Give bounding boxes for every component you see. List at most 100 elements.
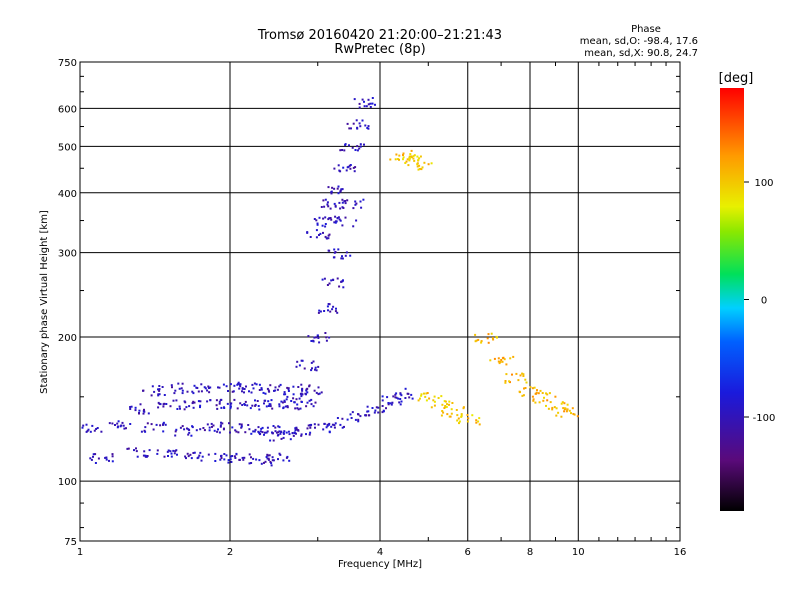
data-point xyxy=(341,417,344,420)
data-point xyxy=(164,423,167,426)
data-point xyxy=(313,336,316,339)
data-point xyxy=(446,413,449,416)
data-point xyxy=(358,122,361,125)
data-point xyxy=(313,218,316,220)
data-point xyxy=(407,392,410,395)
data-point xyxy=(359,415,362,418)
data-point xyxy=(371,97,374,99)
data-point xyxy=(334,221,337,224)
data-point xyxy=(374,103,376,106)
data-point xyxy=(339,190,342,193)
data-point xyxy=(339,219,342,222)
data-point xyxy=(381,399,384,402)
data-point xyxy=(186,452,189,455)
data-point xyxy=(170,384,173,387)
data-point xyxy=(477,420,480,423)
data-point xyxy=(361,98,364,101)
data-point xyxy=(561,401,564,404)
data-point xyxy=(134,409,137,412)
data-point xyxy=(261,426,264,429)
plot-points xyxy=(81,97,579,467)
data-point xyxy=(391,401,394,404)
data-point xyxy=(286,395,289,398)
data-point xyxy=(355,219,358,222)
data-point xyxy=(158,389,161,392)
data-point xyxy=(181,389,184,392)
data-point xyxy=(344,216,347,219)
data-point xyxy=(262,391,265,394)
data-point xyxy=(408,396,411,399)
data-point xyxy=(274,426,277,429)
data-point xyxy=(521,372,524,375)
data-point xyxy=(186,427,188,430)
data-point xyxy=(478,423,481,426)
data-point xyxy=(241,390,243,393)
data-point xyxy=(212,424,215,427)
data-point xyxy=(286,386,289,389)
data-point xyxy=(170,455,173,458)
data-point xyxy=(386,396,389,399)
data-point xyxy=(340,188,343,191)
data-point xyxy=(328,249,331,252)
data-point xyxy=(336,311,339,314)
data-point xyxy=(518,390,521,393)
data-point xyxy=(402,158,404,161)
data-point xyxy=(238,383,241,386)
data-point xyxy=(349,254,352,257)
data-point xyxy=(399,398,402,400)
data-point xyxy=(291,432,294,435)
data-point xyxy=(306,401,309,404)
data-point xyxy=(231,455,234,457)
data-point xyxy=(142,389,145,392)
data-point xyxy=(191,425,194,428)
data-point xyxy=(174,434,177,437)
data-point xyxy=(282,436,285,439)
data-point xyxy=(248,462,251,465)
data-point xyxy=(344,143,347,146)
y-tick-label: 75 xyxy=(64,537,77,548)
data-point xyxy=(236,407,239,410)
data-point xyxy=(412,155,415,158)
data-point xyxy=(156,452,159,455)
data-point xyxy=(366,410,369,413)
data-point xyxy=(535,392,538,395)
data-point xyxy=(271,456,274,459)
data-point xyxy=(477,338,480,341)
data-point xyxy=(195,429,198,432)
data-point xyxy=(398,401,401,404)
data-point xyxy=(229,431,231,434)
data-point xyxy=(538,401,541,404)
data-point xyxy=(162,430,165,433)
data-point xyxy=(144,454,147,457)
colorbar-ticks: 100 0 -100 xyxy=(744,178,775,424)
data-point xyxy=(266,457,269,460)
data-point xyxy=(337,192,340,195)
data-point xyxy=(227,459,230,462)
data-point xyxy=(279,432,282,435)
colorbar-tick-label: 0 xyxy=(761,296,767,307)
data-point xyxy=(371,407,374,409)
data-point xyxy=(327,423,330,426)
data-point xyxy=(541,392,544,394)
data-point xyxy=(319,232,322,235)
data-point xyxy=(249,407,252,410)
data-point xyxy=(327,234,330,237)
data-point xyxy=(343,425,345,428)
data-point xyxy=(327,237,330,240)
data-point xyxy=(229,405,232,408)
data-point xyxy=(344,202,347,205)
data-point xyxy=(334,215,337,218)
data-point xyxy=(197,400,200,403)
data-point xyxy=(260,388,263,391)
data-point xyxy=(295,365,298,368)
data-point xyxy=(167,449,170,452)
colorbar-label: [deg] xyxy=(719,71,754,86)
data-point xyxy=(346,199,349,202)
data-point xyxy=(314,368,316,371)
data-point xyxy=(178,405,181,408)
data-point xyxy=(165,403,168,405)
data-point xyxy=(495,335,498,338)
data-point xyxy=(354,149,357,151)
data-point xyxy=(361,119,364,122)
data-point xyxy=(351,146,354,149)
